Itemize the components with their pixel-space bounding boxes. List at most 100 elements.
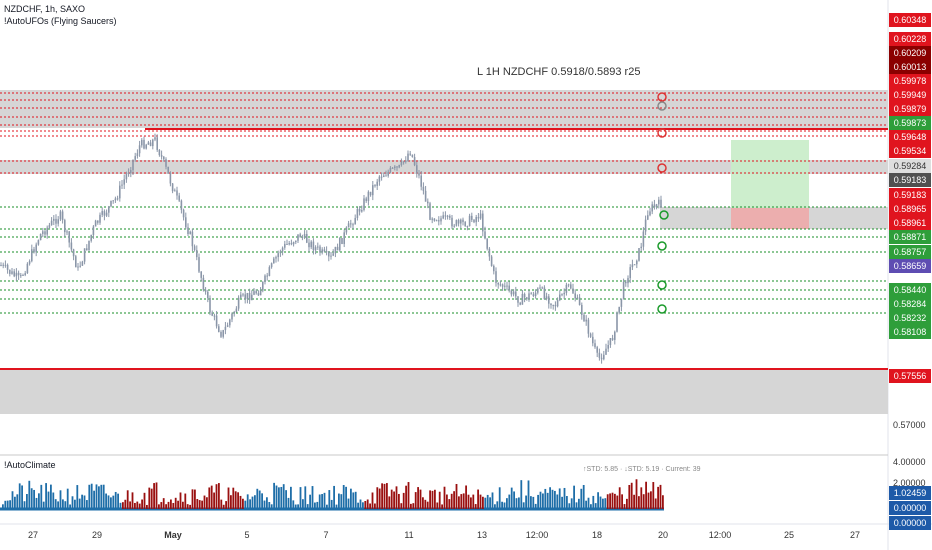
- candle: [334, 246, 337, 254]
- candle: [160, 155, 163, 157]
- candle: [310, 241, 312, 248]
- oscillator-bar: [390, 489, 393, 509]
- oscillator-bar: [318, 494, 321, 509]
- oscillator-bar: [450, 493, 453, 509]
- oscillator-bar: [282, 484, 285, 509]
- candle: [453, 225, 455, 227]
- oscillator-bar: [342, 485, 345, 509]
- oscillator-bar: [150, 488, 153, 509]
- oscillator-bar: [575, 502, 578, 509]
- candle: [510, 290, 513, 295]
- oscillator-bar: [489, 497, 491, 509]
- candle: [644, 219, 647, 232]
- price-tag: 0.58961: [889, 216, 931, 230]
- candle: [88, 240, 90, 251]
- candle: [512, 291, 515, 295]
- ufo-marker-bearish: [657, 128, 667, 138]
- oscillator-bar: [98, 486, 100, 509]
- candle: [145, 144, 147, 149]
- oscillator-bar: [182, 501, 184, 509]
- candle: [295, 240, 297, 243]
- candle: [207, 291, 209, 298]
- oscillator-bar: [203, 495, 206, 509]
- candle: [565, 284, 568, 293]
- candle: [33, 249, 35, 253]
- candle: [495, 271, 497, 283]
- oscillator-bar: [530, 496, 532, 509]
- candle: [521, 293, 524, 305]
- oscillator-bar: [66, 488, 69, 509]
- oscillator-bar: [102, 484, 105, 509]
- indicator-label[interactable]: !AutoUFOs (Flying Saucers): [4, 16, 117, 26]
- candle: [517, 296, 519, 303]
- oscillator-bar: [573, 485, 575, 509]
- candle: [325, 251, 328, 253]
- candle: [180, 200, 183, 210]
- oscillator-bar: [602, 498, 604, 509]
- candle: [431, 218, 433, 220]
- candle: [61, 211, 64, 221]
- oscillator-bar: [222, 504, 225, 509]
- oscillator-bar: [542, 493, 544, 509]
- oscillator-bar: [316, 501, 319, 509]
- oscillator-bar: [54, 499, 57, 509]
- candle: [158, 149, 161, 156]
- candle: [174, 190, 176, 192]
- candle: [81, 261, 84, 266]
- oscillator-bar: [520, 480, 523, 509]
- oscillator-bar: [400, 503, 403, 509]
- time-label: May: [164, 530, 182, 540]
- oscillator-bar: [16, 494, 19, 509]
- oscillator-bar: [321, 494, 323, 509]
- oscillator-bar: [50, 484, 52, 509]
- candle: [39, 233, 42, 241]
- oscillator-bar: [429, 490, 431, 509]
- oscillator-bar: [537, 494, 539, 509]
- candle: [455, 220, 458, 226]
- candle: [372, 185, 374, 196]
- candle: [519, 302, 521, 305]
- oscillator-bar: [198, 500, 201, 509]
- oscillator-bar: [160, 502, 163, 509]
- oscillator-bar: [244, 500, 247, 509]
- candle: [149, 142, 152, 147]
- oscillator-bar: [614, 493, 616, 509]
- candle: [457, 220, 460, 224]
- candle: [0, 265, 2, 266]
- oscillator-bar: [378, 488, 381, 509]
- oscillator-bar: [4, 500, 7, 509]
- candle: [306, 234, 308, 243]
- price-tag: 0.59534: [889, 144, 931, 158]
- candle: [446, 215, 449, 217]
- oscillator-bar: [134, 502, 136, 509]
- oscillator-bar: [338, 493, 340, 509]
- symbol-label[interactable]: NZDCHF, 1h, SAXO: [4, 4, 86, 14]
- osc-value-tag: 0.00000: [889, 516, 931, 530]
- oscillator-bar: [630, 482, 633, 509]
- oscillator-bar: [340, 494, 343, 509]
- oscillator-bar: [599, 496, 602, 509]
- candle: [317, 246, 319, 248]
- candle: [286, 243, 288, 245]
- oscillator-bar: [645, 481, 647, 509]
- candle: [68, 231, 70, 243]
- candle: [204, 289, 207, 292]
- candle: [603, 354, 605, 360]
- oscillator-bar: [527, 480, 530, 509]
- candle: [108, 206, 110, 213]
- oscillator-bar: [347, 498, 350, 509]
- oscillator-title[interactable]: !AutoClimate: [4, 460, 56, 470]
- candle: [114, 198, 117, 201]
- candle: [486, 238, 488, 249]
- oscillator-bar: [376, 487, 379, 509]
- oscillator-bar: [33, 489, 35, 509]
- ufo-marker-bullish: [657, 241, 667, 251]
- candle: [237, 297, 240, 309]
- oscillator-bar: [570, 498, 573, 509]
- oscillator-bar: [352, 492, 355, 509]
- oscillator-bar: [621, 494, 623, 509]
- oscillator-bar: [138, 503, 141, 509]
- candle: [545, 296, 548, 300]
- oscillator-bar: [501, 501, 503, 509]
